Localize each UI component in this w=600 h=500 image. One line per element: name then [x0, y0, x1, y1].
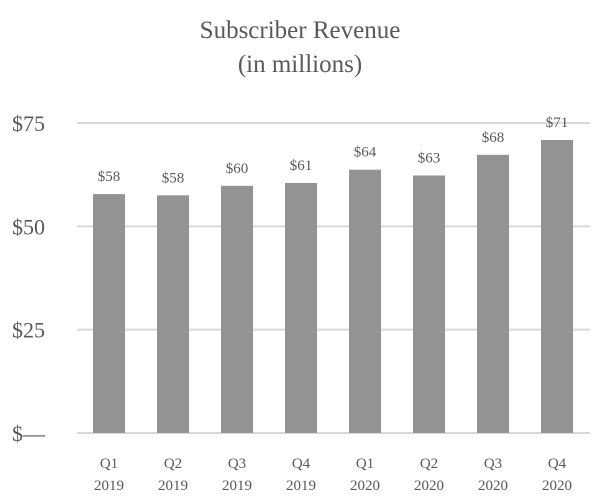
x-tick-label-line: 2020	[350, 478, 380, 494]
data-label: $71	[546, 115, 569, 131]
x-tick-label-line: 2020	[414, 478, 444, 494]
data-label: $63	[418, 150, 441, 166]
x-tick-label: Q1 2020	[350, 456, 380, 494]
x-tick-label-line: Q4	[292, 456, 311, 472]
data-label: $58	[162, 170, 185, 186]
bar	[349, 169, 381, 433]
x-tick-label-line: 2019	[94, 478, 124, 494]
data-label: $58	[98, 169, 121, 185]
data-label: $60	[226, 161, 249, 177]
x-tick-label-line: 2020	[478, 478, 508, 494]
chart-title: Subscriber Revenue (in millions)	[0, 14, 600, 82]
x-axis-ticks: Q1 2019 Q2 2019 Q3 2019 Q4 2019 Q1 2020 Q2 2020 Q3 20…	[94, 456, 572, 494]
x-tick-label-line: Q3	[484, 456, 502, 472]
data-labels: $58 $58 $60 $61 $64 $63 $68 $71	[98, 115, 569, 186]
y-tick-label: $50	[12, 214, 45, 239]
gridlines	[77, 122, 590, 434]
data-label: $64	[354, 145, 377, 161]
data-label: $68	[482, 130, 505, 146]
x-tick-label: Q4 2020	[542, 456, 572, 494]
x-tick-label-line: Q2	[164, 456, 182, 472]
bar	[157, 195, 189, 433]
bar	[477, 154, 509, 433]
x-tick-label: Q2 2019	[158, 456, 188, 494]
x-tick-label-line: 2020	[542, 478, 572, 494]
bar	[541, 139, 573, 434]
x-tick-label-line: Q2	[420, 456, 438, 472]
x-tick-label-line: Q4	[548, 456, 567, 472]
y-tick-label: $75	[12, 111, 45, 136]
x-tick-label: Q4 2019	[286, 456, 316, 494]
x-tick-label-line: Q3	[228, 456, 246, 472]
x-tick-label-line: Q1	[356, 456, 374, 472]
bar	[285, 182, 317, 433]
y-tick-label: $25	[12, 318, 45, 343]
bar	[221, 185, 253, 433]
chart-subtitle: (in millions)	[237, 51, 363, 78]
data-label: $61	[290, 158, 313, 174]
x-tick-label-line: 2019	[286, 478, 316, 494]
x-tick-label: Q3 2019	[222, 456, 252, 494]
chart-title-main: Subscriber Revenue	[199, 17, 401, 44]
bars	[93, 139, 573, 434]
x-tick-label-line: 2019	[158, 478, 188, 494]
x-tick-label: Q1 2019	[94, 456, 124, 494]
x-tick-label: Q3 2020	[478, 456, 508, 494]
bar	[93, 194, 125, 433]
x-tick-label-line: Q1	[100, 456, 118, 472]
x-tick-label: Q2 2020	[414, 456, 444, 494]
x-tick-label-line: 2019	[222, 478, 252, 494]
y-tick-label: $—	[12, 421, 46, 446]
bar	[413, 175, 445, 433]
y-axis-ticks: $— $25 $50 $75	[12, 111, 46, 446]
